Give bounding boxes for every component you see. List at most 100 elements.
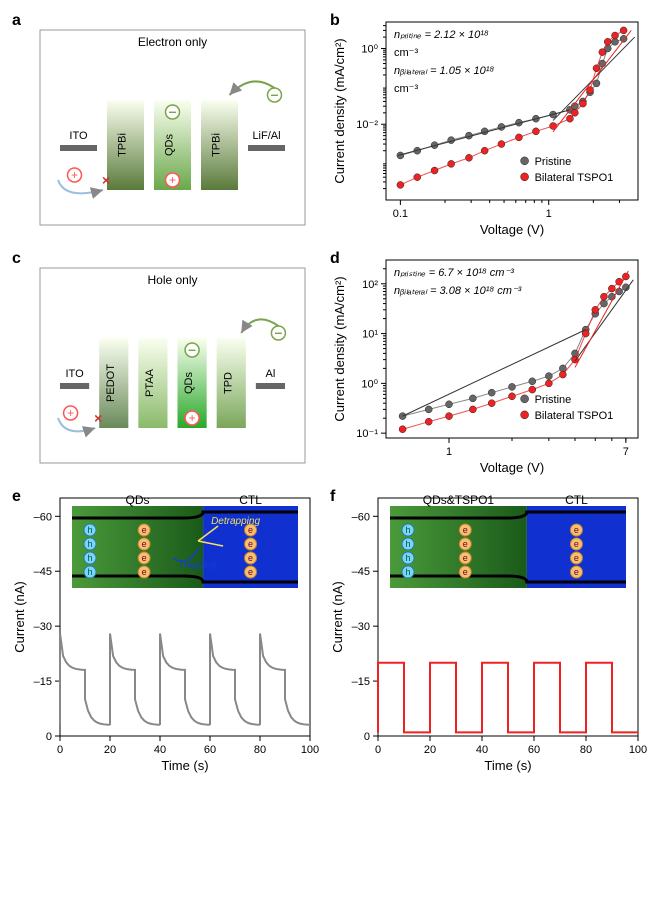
chart-e: 0204060801000–15–30–45–60Time (s)Current… xyxy=(10,486,320,776)
svg-text:h: h xyxy=(87,567,92,577)
svg-text:cm⁻³: cm⁻³ xyxy=(394,83,418,95)
panel-label-c: c xyxy=(12,250,21,268)
svg-text:nᵦᵢₗₐₜₑᵣₐₗ = 3.08 × 10¹⁸ cm⁻³: nᵦᵢₗₐₜₑᵣₐₗ = 3.08 × 10¹⁸ cm⁻³ xyxy=(394,285,522,297)
svg-text:e: e xyxy=(142,567,147,577)
svg-text:Current (nA): Current (nA) xyxy=(12,581,27,653)
svg-text:h: h xyxy=(87,525,92,535)
svg-text:e: e xyxy=(463,525,468,535)
svg-text:e: e xyxy=(463,539,468,549)
svg-text:ITO: ITO xyxy=(69,130,88,142)
panel-label-f: f xyxy=(330,488,335,506)
figure-grid: a Electron onlyITOTPBiQDsTPBiLiF/Al+×––+… xyxy=(10,10,648,776)
svg-text:60: 60 xyxy=(528,744,540,756)
panel-e: e 0204060801000–15–30–45–60Time (s)Curre… xyxy=(10,486,320,776)
svg-text:×: × xyxy=(94,410,102,426)
svg-text:e: e xyxy=(142,553,147,563)
svg-text:Current (nA): Current (nA) xyxy=(330,581,345,653)
svg-text:h: h xyxy=(87,553,92,563)
svg-text:10⁰: 10⁰ xyxy=(361,378,378,390)
svg-text:1: 1 xyxy=(546,208,552,220)
svg-text:–45: –45 xyxy=(34,566,52,578)
svg-text:Current density (mA/cm²): Current density (mA/cm²) xyxy=(332,276,347,421)
svg-text:+: + xyxy=(71,168,78,182)
svg-text:100: 100 xyxy=(301,744,319,756)
svg-text:10⁰: 10⁰ xyxy=(361,43,378,55)
svg-text:0: 0 xyxy=(364,731,370,743)
svg-text:80: 80 xyxy=(580,744,592,756)
svg-text:60: 60 xyxy=(204,744,216,756)
svg-text:10²: 10² xyxy=(362,279,378,291)
svg-text:ITO: ITO xyxy=(66,368,85,380)
svg-text:–30: –30 xyxy=(352,621,370,633)
svg-text:–: – xyxy=(169,103,177,119)
svg-text:–: – xyxy=(271,86,279,102)
svg-text:–45: –45 xyxy=(352,566,370,578)
panel-label-b: b xyxy=(330,12,340,30)
svg-text:e: e xyxy=(463,553,468,563)
svg-text:e: e xyxy=(248,567,253,577)
svg-text:10⁻²: 10⁻² xyxy=(356,119,378,131)
svg-text:PTAA: PTAA xyxy=(144,368,156,397)
panel-label-e: e xyxy=(12,488,21,506)
svg-text:e: e xyxy=(574,525,579,535)
svg-text:×: × xyxy=(102,172,110,188)
panel-b: b 0.1 1 10⁻² 10⁰ Voltage (V) Current density … xyxy=(328,10,648,240)
svg-text:7: 7 xyxy=(623,446,629,458)
svg-text:CTL: CTL xyxy=(239,493,262,507)
svg-text:–60: –60 xyxy=(34,511,52,523)
svg-text:1: 1 xyxy=(446,446,452,458)
svg-text:e: e xyxy=(248,553,253,563)
svg-text:Bilateral TSPO1: Bilateral TSPO1 xyxy=(535,172,614,184)
svg-text:e: e xyxy=(463,567,468,577)
svg-text:–60: –60 xyxy=(352,511,370,523)
svg-text:QDs: QDs xyxy=(126,493,150,507)
svg-text:e: e xyxy=(142,525,147,535)
panel-d: d 1710⁻¹10⁰10¹10²Voltage (V)Current dens… xyxy=(328,248,648,478)
svg-text:0: 0 xyxy=(46,731,52,743)
svg-text:h: h xyxy=(405,567,410,577)
svg-text:–: – xyxy=(275,324,283,340)
svg-text:0: 0 xyxy=(375,744,381,756)
svg-text:Time (s): Time (s) xyxy=(484,758,531,773)
svg-text:e: e xyxy=(574,553,579,563)
diagram-a: Electron onlyITOTPBiQDsTPBiLiF/Al+×––+ xyxy=(10,10,320,240)
svg-text:h: h xyxy=(405,553,410,563)
svg-text:nᵦᵢₗₐₜₑᵣₐₗ = 1.05 × 10¹⁸: nᵦᵢₗₐₜₑᵣₐₗ = 1.05 × 10¹⁸ xyxy=(394,65,494,77)
svg-text:nₚᵣᵢₜᵢₙₑ = 2.12 × 10¹⁸: nₚᵣᵢₜᵢₙₑ = 2.12 × 10¹⁸ xyxy=(394,29,489,41)
svg-text:100: 100 xyxy=(629,744,647,756)
diagram-c: Hole onlyITOPEDOTPTAAQDsTPDAl+×––+ xyxy=(10,248,320,478)
svg-text:Hole only: Hole only xyxy=(147,273,197,287)
svg-text:0.1: 0.1 xyxy=(393,208,408,220)
svg-text:–15: –15 xyxy=(34,676,52,688)
svg-text:40: 40 xyxy=(476,744,488,756)
svg-text:Bilateral TSPO1: Bilateral TSPO1 xyxy=(535,410,614,422)
svg-text:20: 20 xyxy=(104,744,116,756)
chart-f: 0204060801000–15–30–45–60Time (s)Current… xyxy=(328,486,648,776)
svg-text:Pristine: Pristine xyxy=(535,394,572,406)
chart-b: 0.1 1 10⁻² 10⁰ Voltage (V) Current density (m… xyxy=(328,10,648,240)
svg-text:nₚᵣᵢₛₜᵢₙₑ = 6.7 × 10¹⁸ cm⁻³: nₚᵣᵢₛₜᵢₙₑ = 6.7 × 10¹⁸ cm⁻³ xyxy=(394,267,514,279)
panel-f: f 0204060801000–15–30–45–60Time (s)Curre… xyxy=(328,486,648,776)
svg-text:e: e xyxy=(248,539,253,549)
svg-text:e: e xyxy=(142,539,147,549)
chart-d: 1710⁻¹10⁰10¹10²Voltage (V)Current densit… xyxy=(328,248,648,478)
svg-text:e: e xyxy=(574,567,579,577)
svg-text:+: + xyxy=(67,406,74,420)
svg-text:Voltage (V): Voltage (V) xyxy=(480,222,544,237)
svg-text:0: 0 xyxy=(57,744,63,756)
svg-text:CTL: CTL xyxy=(565,493,588,507)
svg-text:h: h xyxy=(405,525,410,535)
svg-text:+: + xyxy=(189,411,196,425)
svg-text:20: 20 xyxy=(424,744,436,756)
svg-text:Current density (mA/cm²): Current density (mA/cm²) xyxy=(332,38,347,183)
svg-text:e: e xyxy=(574,539,579,549)
svg-text:80: 80 xyxy=(254,744,266,756)
svg-text:QDs: QDs xyxy=(183,372,195,395)
panel-label-a: a xyxy=(12,12,21,30)
svg-text:TPD: TPD xyxy=(222,372,234,394)
svg-text:TPBi: TPBi xyxy=(117,133,129,157)
panel-a: a Electron onlyITOTPBiQDsTPBiLiF/Al+×––+ xyxy=(10,10,320,240)
svg-text:h: h xyxy=(405,539,410,549)
svg-text:Electron only: Electron only xyxy=(138,35,207,49)
svg-text:Voltage (V): Voltage (V) xyxy=(480,460,544,475)
